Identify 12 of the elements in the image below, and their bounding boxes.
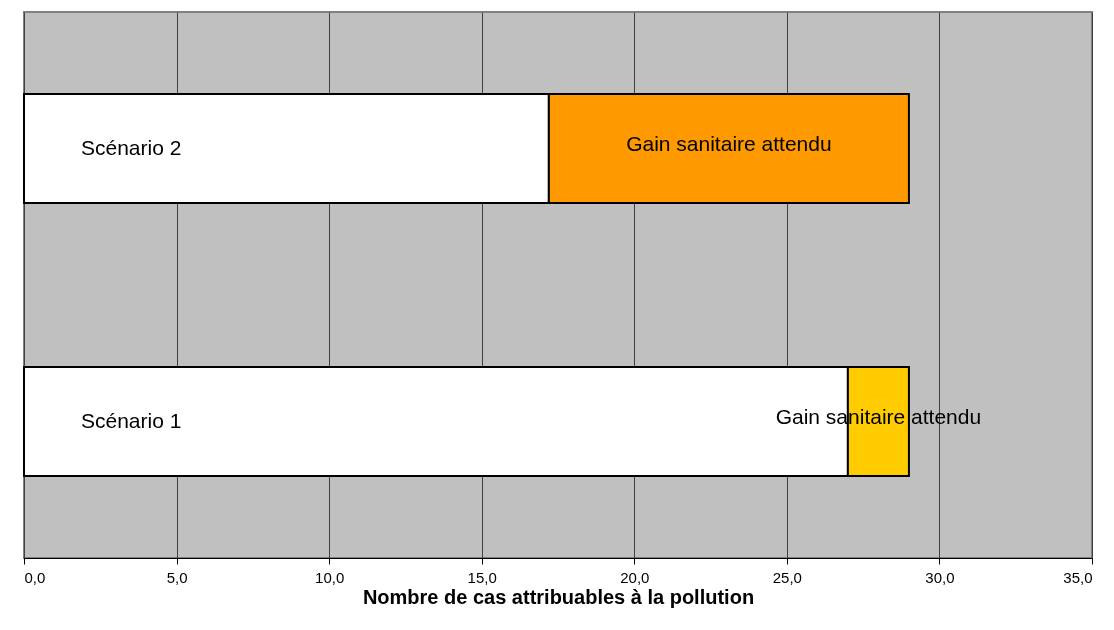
x-tick-label: 35,0: [1063, 568, 1093, 586]
x-tick-label: 30,0: [925, 568, 955, 586]
x-tick-label: 25,0: [772, 568, 802, 586]
y-tick-label: Scénario 2: [81, 135, 182, 159]
x-tick-label: 0,0: [24, 568, 46, 586]
x-axis-title: Nombre de cas attribuables à la pollution: [362, 585, 755, 608]
text: Gain sanitaire attendu: [626, 131, 832, 155]
x-tick-label: 20,0: [620, 568, 650, 586]
x-tick-label: 15,0: [467, 568, 497, 586]
y-tick-label: Scénario 1: [81, 408, 182, 432]
x-tick-label: 5,0: [166, 568, 188, 586]
x-tick-label: 10,0: [315, 568, 345, 586]
